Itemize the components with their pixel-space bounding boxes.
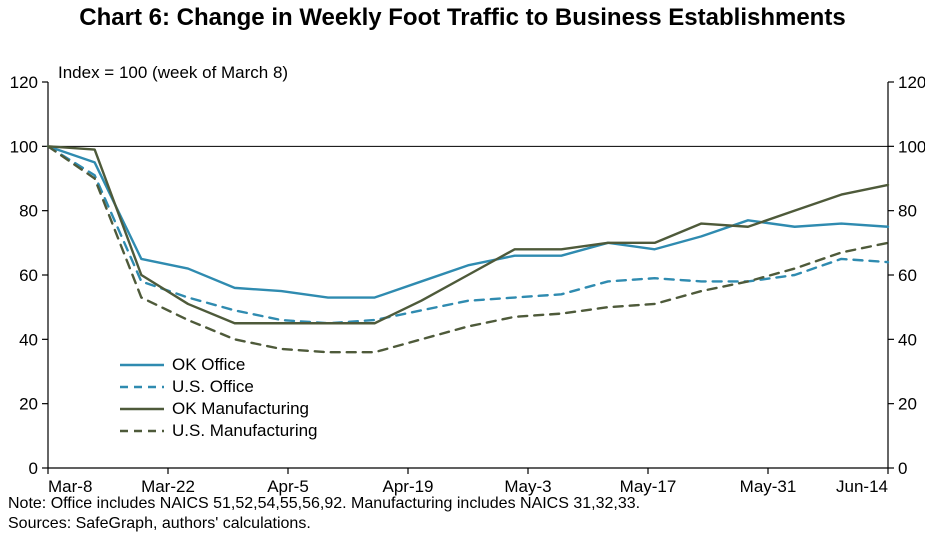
- legend-swatch: [120, 377, 164, 397]
- x-tick-label: Mar-22: [141, 477, 195, 496]
- legend-swatch: [120, 355, 164, 375]
- footer-sources: Sources: SafeGraph, authors' calculation…: [8, 515, 311, 533]
- chart-container: Chart 6: Change in Weekly Foot Traffic t…: [0, 0, 925, 537]
- y-tick-label-right: 100: [898, 137, 925, 156]
- y-tick-label-left: 80: [19, 202, 38, 221]
- y-tick-label-left: 60: [19, 266, 38, 285]
- footer-sources-text: Sources: SafeGraph, authors' calculation…: [8, 515, 311, 532]
- legend-swatch: [120, 421, 164, 441]
- y-tick-label-left: 120: [10, 73, 38, 92]
- legend-swatch: [120, 399, 164, 419]
- y-tick-label-right: 120: [898, 73, 925, 92]
- legend-item: OK Manufacturing: [120, 398, 318, 420]
- footer-note-text: Note: Office includes NAICS 51,52,54,55,…: [8, 495, 640, 512]
- y-tick-label-left: 0: [29, 459, 38, 478]
- x-tick-label: Jun-14: [836, 477, 888, 496]
- x-tick-label: May-31: [740, 477, 797, 496]
- x-tick-label: Mar-8: [48, 477, 92, 496]
- x-tick-label: May-3: [504, 477, 551, 496]
- x-tick-label: May-17: [620, 477, 677, 496]
- y-tick-label-left: 40: [19, 330, 38, 349]
- y-tick-label-right: 20: [898, 395, 917, 414]
- series-line: [48, 146, 888, 323]
- x-tick-label: Apr-5: [267, 477, 309, 496]
- legend-label: U.S. Manufacturing: [172, 421, 318, 441]
- legend-label: U.S. Office: [172, 377, 254, 397]
- legend-item: U.S. Office: [120, 376, 318, 398]
- footer-note: Note: Office includes NAICS 51,52,54,55,…: [8, 495, 640, 513]
- x-tick-label: Apr-19: [382, 477, 433, 496]
- y-tick-label-left: 20: [19, 395, 38, 414]
- series-line: [48, 146, 888, 323]
- y-tick-label-right: 0: [898, 459, 907, 478]
- chart-plot-svg: 0 0 20 20 40 40 60 60 80 80 100 100 120 120 Mar-8 Mar-2…: [0, 0, 925, 537]
- y-tick-label-right: 80: [898, 202, 917, 221]
- series-line: [48, 146, 888, 352]
- legend-label: OK Office: [172, 355, 245, 375]
- legend-item: U.S. Manufacturing: [120, 420, 318, 442]
- y-tick-label-right: 60: [898, 266, 917, 285]
- legend-item: OK Office: [120, 354, 318, 376]
- y-tick-label-left: 100: [10, 137, 38, 156]
- y-tick-label-right: 40: [898, 330, 917, 349]
- legend: OK OfficeU.S. OfficeOK ManufacturingU.S.…: [120, 354, 318, 442]
- legend-label: OK Manufacturing: [172, 399, 309, 419]
